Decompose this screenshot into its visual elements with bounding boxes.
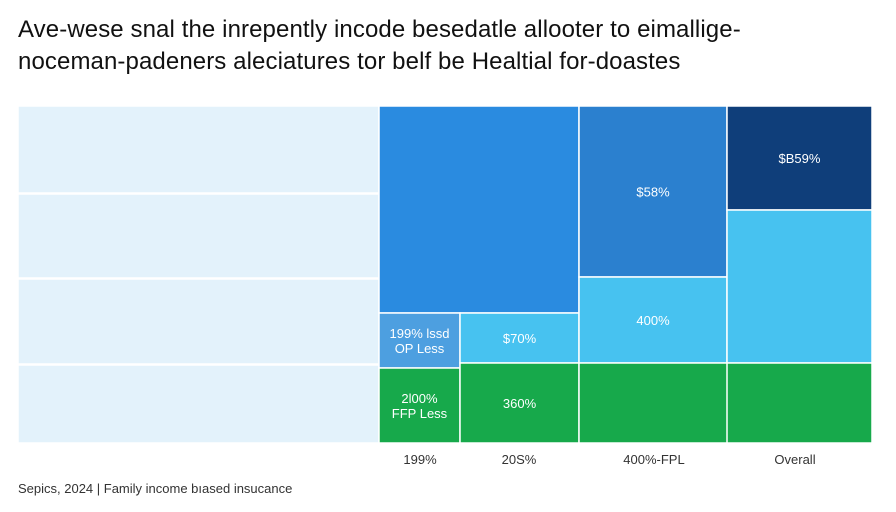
- cell-label-9-0: $58%: [636, 185, 670, 200]
- cell-label-5-1: OP Less: [395, 341, 445, 356]
- treemap-cell-1: [17, 193, 380, 279]
- treemap-cell-0: [17, 105, 380, 194]
- treemap-cell-3: [17, 364, 380, 444]
- category-label-1: 20S%: [502, 452, 537, 467]
- chart-title: Ave-wese snal the inrepently incode bese…: [18, 14, 878, 78]
- title-line-2: noceman-padeners aleciatures tor belf be…: [18, 48, 681, 75]
- cell-label-6-1: FFP Less: [392, 406, 448, 421]
- category-label-2: 400%-FPL: [623, 452, 684, 467]
- treemap-cell-9: [578, 105, 728, 278]
- treemap-cell-8: [459, 362, 580, 444]
- treemap-cell-14: [726, 362, 873, 444]
- category-label-0: 199%: [403, 452, 437, 467]
- cell-label-8-0: 360%: [503, 396, 537, 411]
- treemap-cell-13: [726, 209, 873, 364]
- treemap-cell-12: [726, 105, 873, 211]
- treemap-cell-2: [17, 278, 380, 365]
- cell-label-5-0: 199% lssd: [390, 326, 450, 341]
- cell-label-10-0: 400%: [636, 313, 670, 328]
- category-label-3: Overall: [774, 452, 815, 467]
- cell-label-7-0: $70%: [503, 331, 537, 346]
- title-line-1: Ave-wese snal the inrepently incode bese…: [18, 16, 741, 43]
- treemap-cell-10: [578, 276, 728, 364]
- cell-label-6-0: 2l00%: [401, 391, 438, 406]
- treemap-cell-4: [378, 105, 580, 314]
- cell-label-12-0: $B59%: [779, 151, 821, 166]
- source-note: Sepics, 2024 | Family income bıased insu…: [18, 481, 293, 496]
